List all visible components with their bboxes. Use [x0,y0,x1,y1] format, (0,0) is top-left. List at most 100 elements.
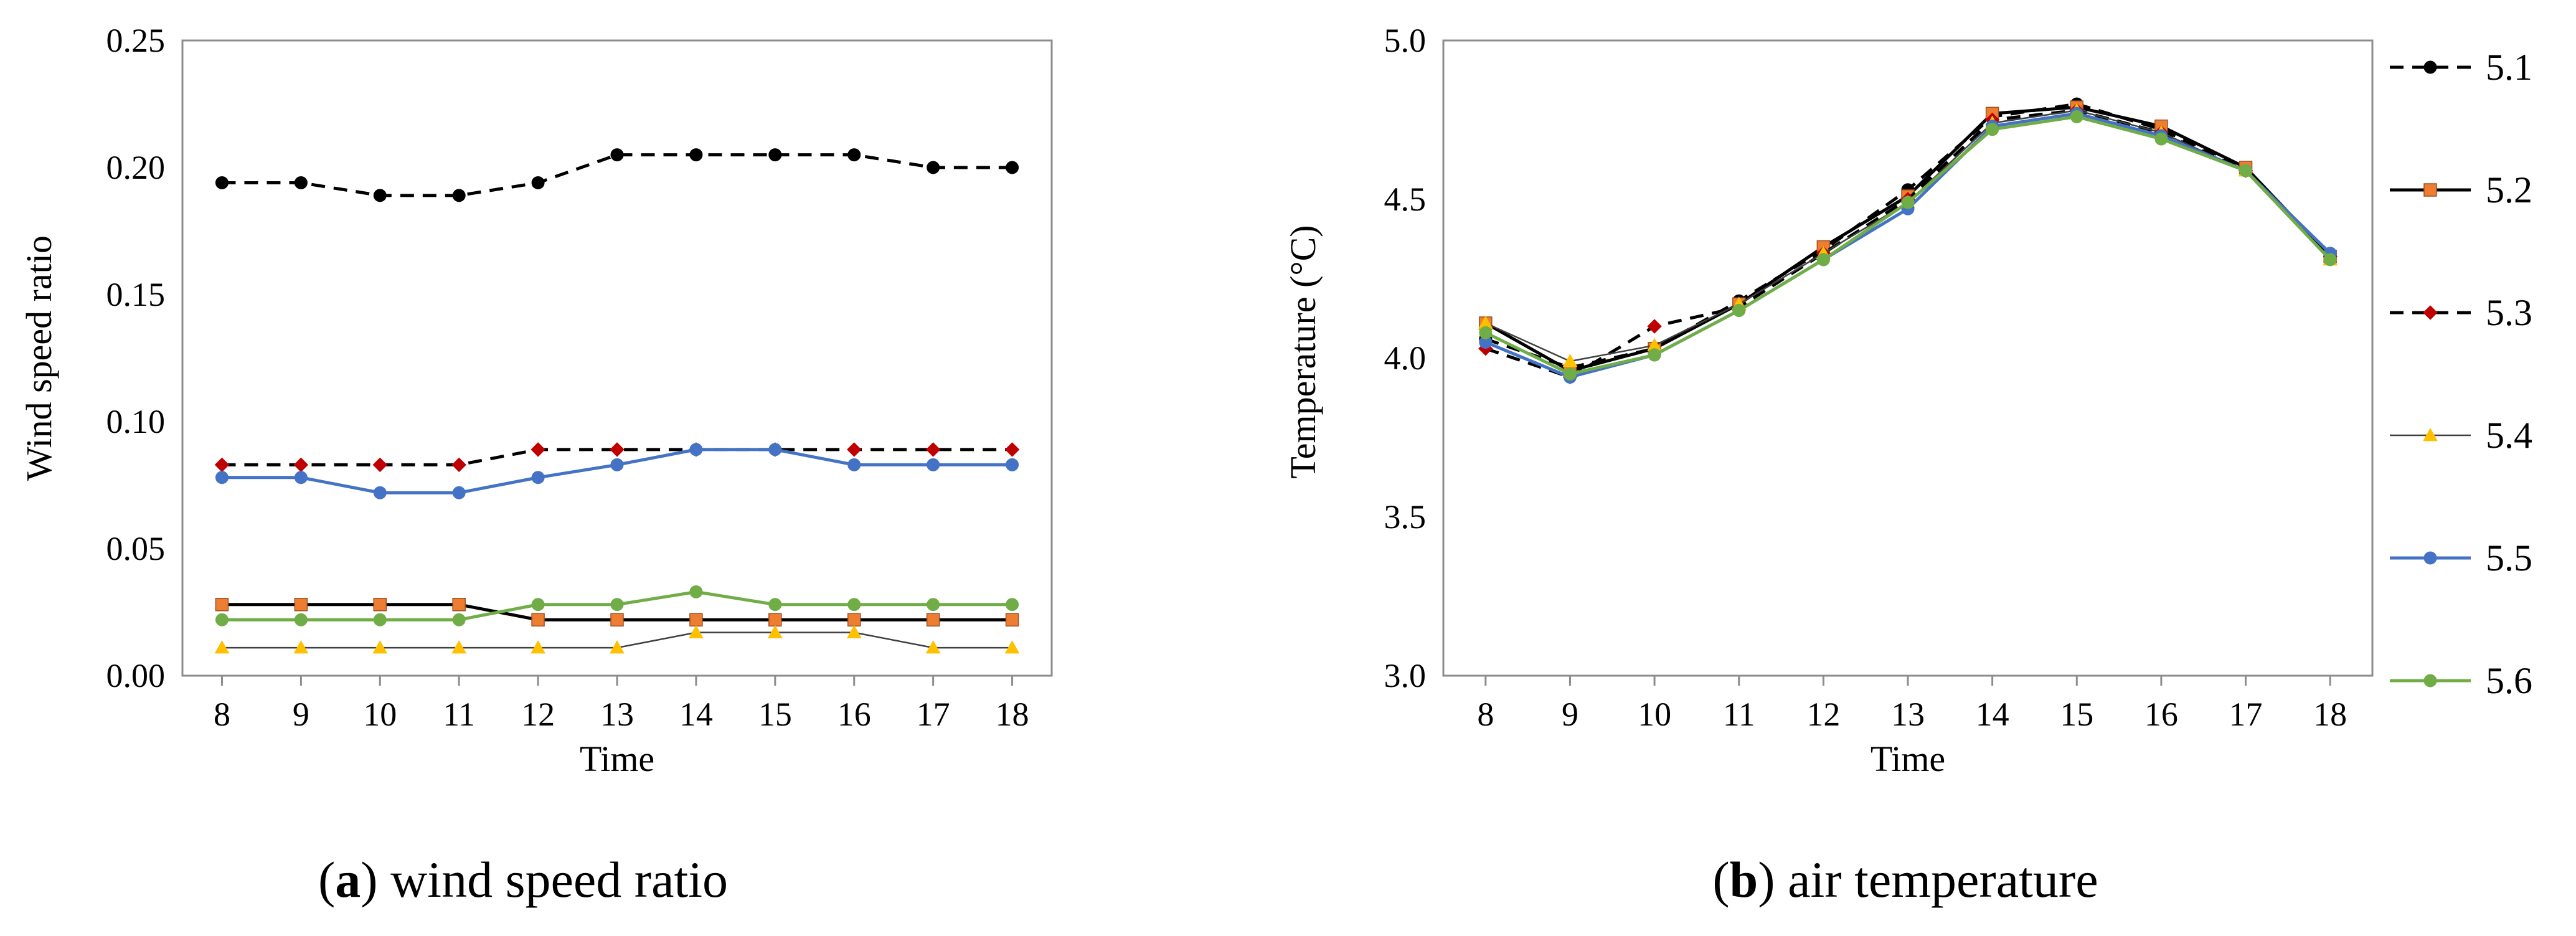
data-point [215,471,229,485]
data-point [294,598,308,612]
series-line [1485,102,2331,369]
x-tick-label: 17 [2229,696,2263,733]
data-point [610,442,625,457]
data-point [293,640,309,654]
data-point [1005,613,1019,626]
data-point [373,598,387,612]
x-tick-label: 9 [293,696,309,733]
x-tick-label: 14 [1976,696,2009,733]
series-5-1 [215,148,1019,202]
legend-marker [2423,551,2437,565]
data-point [926,613,940,626]
data-point [927,161,940,174]
data-point [214,457,230,473]
chart-b-x-axis-label: Time [1871,739,1945,779]
chart-a-y-ticks: 0.00 0.05 0.10 0.15 0.20 0.25 [106,22,166,694]
y-tick-label: 0.20 [106,149,166,186]
chart-b-legend: 5.1 5.2 5.3 5.4 5.5 5.6 [2390,47,2532,701]
chart-b-series [1478,97,2338,385]
chart-a-plot-frame [181,39,1053,677]
chart-b-y-ticks: 3.0 3.5 4.0 4.5 5.0 [1384,22,1427,694]
legend-item: 5.4 [2390,415,2532,456]
legend-item: 5.3 [2390,292,2532,333]
x-tick-label: 12 [1806,696,1840,733]
data-point [927,598,940,612]
data-point [451,640,467,654]
x-tick-label: 8 [214,696,230,733]
data-point [373,189,387,202]
data-point [768,613,782,626]
x-tick-label: 12 [521,696,555,733]
data-point [294,471,308,485]
legend-label: 5.4 [2486,415,2532,456]
data-point [689,625,704,638]
legend-marker [2423,60,2437,74]
data-point [1901,196,1915,209]
data-point [1006,458,1019,471]
series-5-3 [1478,103,2338,385]
chart-b-y-axis-label: Temperature (°C) [1283,225,1323,478]
data-point [689,613,703,626]
x-tick-label: 18 [2313,696,2347,733]
x-tick-label: 13 [1891,696,1925,733]
data-point [531,442,545,457]
chart-b-x-ticks: 8 9 10 11 12 13 14 15 16 17 18 [1477,676,2347,733]
chart-a-x-axis-label: Time [580,739,654,779]
data-point [373,486,387,499]
legend-label: 5.3 [2486,292,2532,333]
data-point [847,442,862,457]
legend-item: 5.2 [2390,169,2532,210]
data-point [372,457,387,473]
series-line [1485,108,2331,379]
y-tick-label: 3.0 [1384,657,1427,694]
data-point [2154,132,2168,146]
legend-item: 5.5 [2390,537,2532,579]
data-point [531,471,545,485]
chart-a-x-ticks: 8 9 10 11 12 13 14 15 16 17 18 [214,676,1029,733]
y-tick-label: 4.5 [1384,181,1427,218]
legend-item: 5.1 [2390,47,2532,88]
x-tick-label: 8 [1477,696,1494,733]
x-tick-label: 17 [917,696,950,733]
data-point [294,176,308,189]
data-point [847,598,861,612]
data-point [925,442,941,457]
data-point [1648,348,1661,362]
data-point [768,443,782,456]
data-point [215,598,229,612]
legend-label: 5.6 [2486,660,2532,701]
data-point [452,189,466,202]
data-point [1986,123,1999,136]
data-point [1004,442,1020,457]
data-point [610,148,624,162]
data-point [1562,354,1578,367]
data-point [1563,367,1577,381]
data-point [847,148,861,162]
legend-label: 5.1 [2486,47,2532,88]
x-tick-label: 9 [1562,696,1578,733]
y-tick-label: 0.25 [106,22,166,59]
series-5-4 [214,625,1020,654]
data-point [2070,110,2083,123]
data-point [1647,319,1662,334]
data-point [531,598,545,612]
data-point [452,613,466,626]
data-point [768,598,782,612]
x-tick-label: 14 [679,696,713,733]
x-tick-label: 11 [1723,696,1755,733]
data-point [372,640,388,654]
data-point [214,640,230,654]
data-point [610,458,624,471]
y-tick-label: 5.0 [1384,22,1427,59]
x-tick-label: 18 [996,696,1029,733]
series-5-6 [1479,110,2337,381]
data-point [610,640,625,654]
x-tick-label: 15 [2060,696,2093,733]
legend-item: 5.6 [2390,660,2532,701]
data-point [294,613,308,626]
y-tick-label: 0.15 [106,276,166,313]
data-point [1732,304,1746,317]
data-point [610,613,624,626]
legend-marker [2423,305,2438,320]
